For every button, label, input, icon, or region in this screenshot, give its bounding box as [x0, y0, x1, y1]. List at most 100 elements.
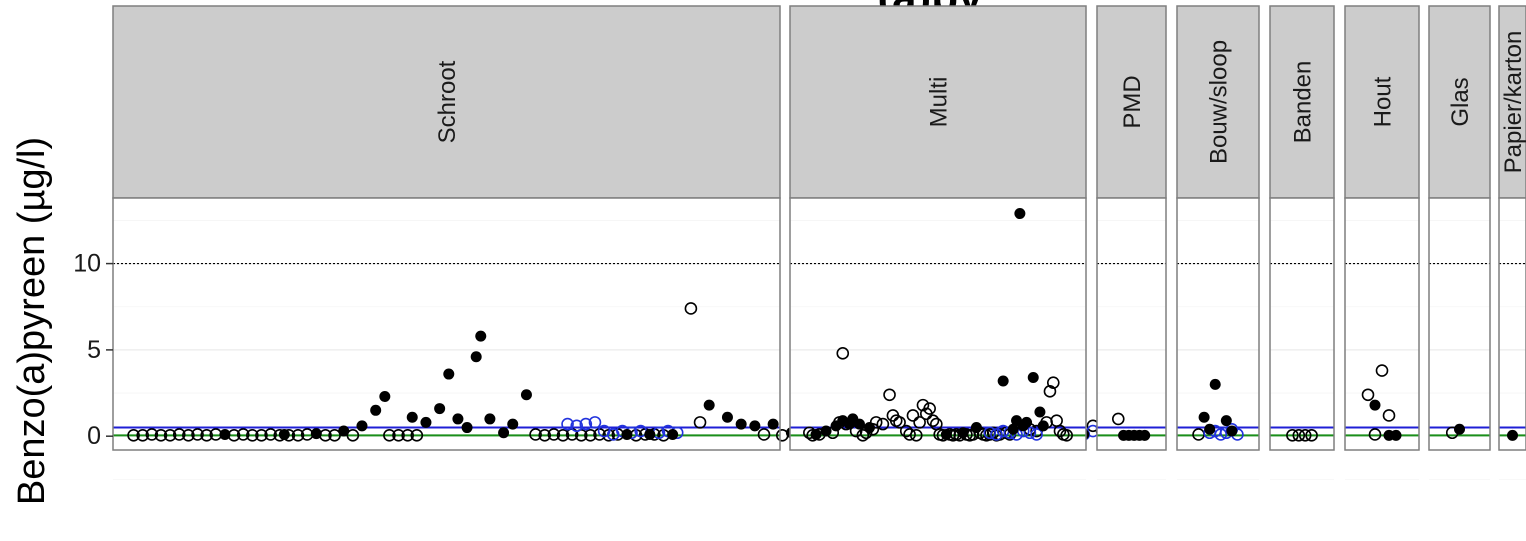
- data-point-filled: [1139, 429, 1151, 441]
- data-point-open: [913, 416, 926, 429]
- panel-border: [1269, 197, 1335, 451]
- data-point-filled: [1220, 415, 1232, 427]
- y-axis: 0 5 10: [73, 250, 113, 450]
- data-point-filled: [498, 427, 510, 439]
- panel-background: [1429, 198, 1490, 450]
- panel-background: [1270, 198, 1334, 450]
- y-tick-label: 10: [73, 250, 101, 278]
- data-point-open: [1298, 429, 1312, 442]
- panel-border: [1096, 197, 1167, 451]
- data-point-filled: [940, 428, 952, 440]
- data-point-open: [1053, 424, 1067, 438]
- data-point-filled: [338, 425, 350, 437]
- facet-strip-label: Papier/karton: [1500, 31, 1526, 174]
- data-point-open-blue: [983, 426, 997, 440]
- data-point-open-blue: [1214, 428, 1228, 441]
- y-axis-title: Benzo(a)pyreen (µg/l): [11, 137, 53, 505]
- data-point-open: [856, 429, 870, 442]
- data-point-filled: [1034, 406, 1046, 418]
- data-point-open-blue: [561, 417, 574, 431]
- data-point-open-blue: [570, 419, 583, 433]
- data-point-filled: [1198, 411, 1210, 423]
- data-point-open: [392, 429, 405, 442]
- data-point-filled: [644, 428, 656, 440]
- data-point-open: [1375, 364, 1389, 377]
- data-point-filled: [1226, 425, 1238, 437]
- data-point-open-blue: [579, 417, 593, 431]
- data-point-filled: [1007, 423, 1019, 435]
- data-point-filled: [735, 418, 747, 430]
- data-point-filled: [278, 428, 290, 440]
- data-point-open: [538, 429, 552, 442]
- data-point-open: [1046, 376, 1060, 389]
- facet-strip: [1498, 5, 1526, 199]
- panel-background: [113, 198, 780, 450]
- data-point-filled: [749, 420, 761, 432]
- data-point-open: [529, 428, 542, 441]
- data-point-open: [1382, 409, 1396, 422]
- facet-strip: [1176, 5, 1260, 199]
- data-point-open: [291, 429, 305, 442]
- facet-strip: [1096, 5, 1167, 199]
- data-point-open: [264, 428, 277, 441]
- panel-background: [1177, 198, 1259, 450]
- data-point-filled: [1037, 420, 1049, 432]
- data-point-open: [909, 429, 923, 442]
- facet-strip-label: Glas: [1447, 77, 1474, 126]
- data-point-open: [401, 429, 414, 442]
- data-point-open: [1361, 388, 1375, 402]
- data-point-filled: [434, 403, 446, 415]
- data-point-open: [836, 347, 850, 360]
- data-point-open: [191, 428, 204, 441]
- data-point-filled: [1014, 208, 1026, 220]
- data-point-open: [906, 409, 920, 422]
- data-point-open-blue: [588, 416, 602, 429]
- data-point-open: [383, 429, 396, 442]
- data-point-filled: [507, 418, 519, 430]
- data-point-filled: [219, 428, 231, 440]
- data-point-filled: [370, 404, 382, 416]
- data-point-open: [182, 429, 195, 442]
- data-point-filled: [461, 422, 473, 434]
- y-tick-label: 0: [87, 422, 101, 450]
- data-point-open: [163, 429, 177, 442]
- data-point-filled: [452, 413, 464, 425]
- facet-strip: [1269, 5, 1335, 199]
- facet-strip: [1428, 5, 1491, 199]
- data-point-open: [410, 429, 424, 442]
- facet-strip-label: Schroot: [434, 60, 461, 143]
- data-point-open: [1043, 385, 1057, 398]
- data-point-filled: [970, 422, 982, 434]
- data-point-open: [556, 429, 570, 442]
- data-point-open: [1292, 429, 1306, 442]
- data-point-open: [1111, 412, 1125, 426]
- facet-panel-5: Hout: [1344, 5, 1420, 480]
- data-point-open: [154, 429, 168, 442]
- facet-strip: [112, 5, 781, 199]
- data-point-filled: [484, 413, 496, 425]
- facet-strip-label: PMD: [1119, 75, 1146, 128]
- data-point-filled: [820, 425, 832, 437]
- data-point-filled: [1507, 429, 1518, 441]
- data-point-open: [584, 429, 597, 442]
- data-point-open: [127, 429, 140, 442]
- panel-background: [1499, 198, 1526, 450]
- data-point-open: [1286, 429, 1299, 442]
- panel-border: [112, 197, 781, 451]
- facet-strip-label: Hout: [1370, 76, 1397, 127]
- data-point-open: [145, 428, 159, 441]
- data-point-open: [1060, 429, 1073, 442]
- facet-panel-2: PMD: [1096, 5, 1167, 480]
- data-point-open: [255, 429, 268, 442]
- facet-strip-label: Banden: [1290, 61, 1317, 144]
- data-point-open: [136, 429, 150, 442]
- panel-border: [1498, 197, 1526, 451]
- data-point-filled: [1021, 416, 1033, 428]
- data-point-open: [236, 428, 250, 441]
- data-point-filled: [853, 418, 865, 430]
- data-point-filled: [1454, 423, 1465, 435]
- panel-border: [1176, 197, 1260, 451]
- data-point-filled: [621, 428, 633, 440]
